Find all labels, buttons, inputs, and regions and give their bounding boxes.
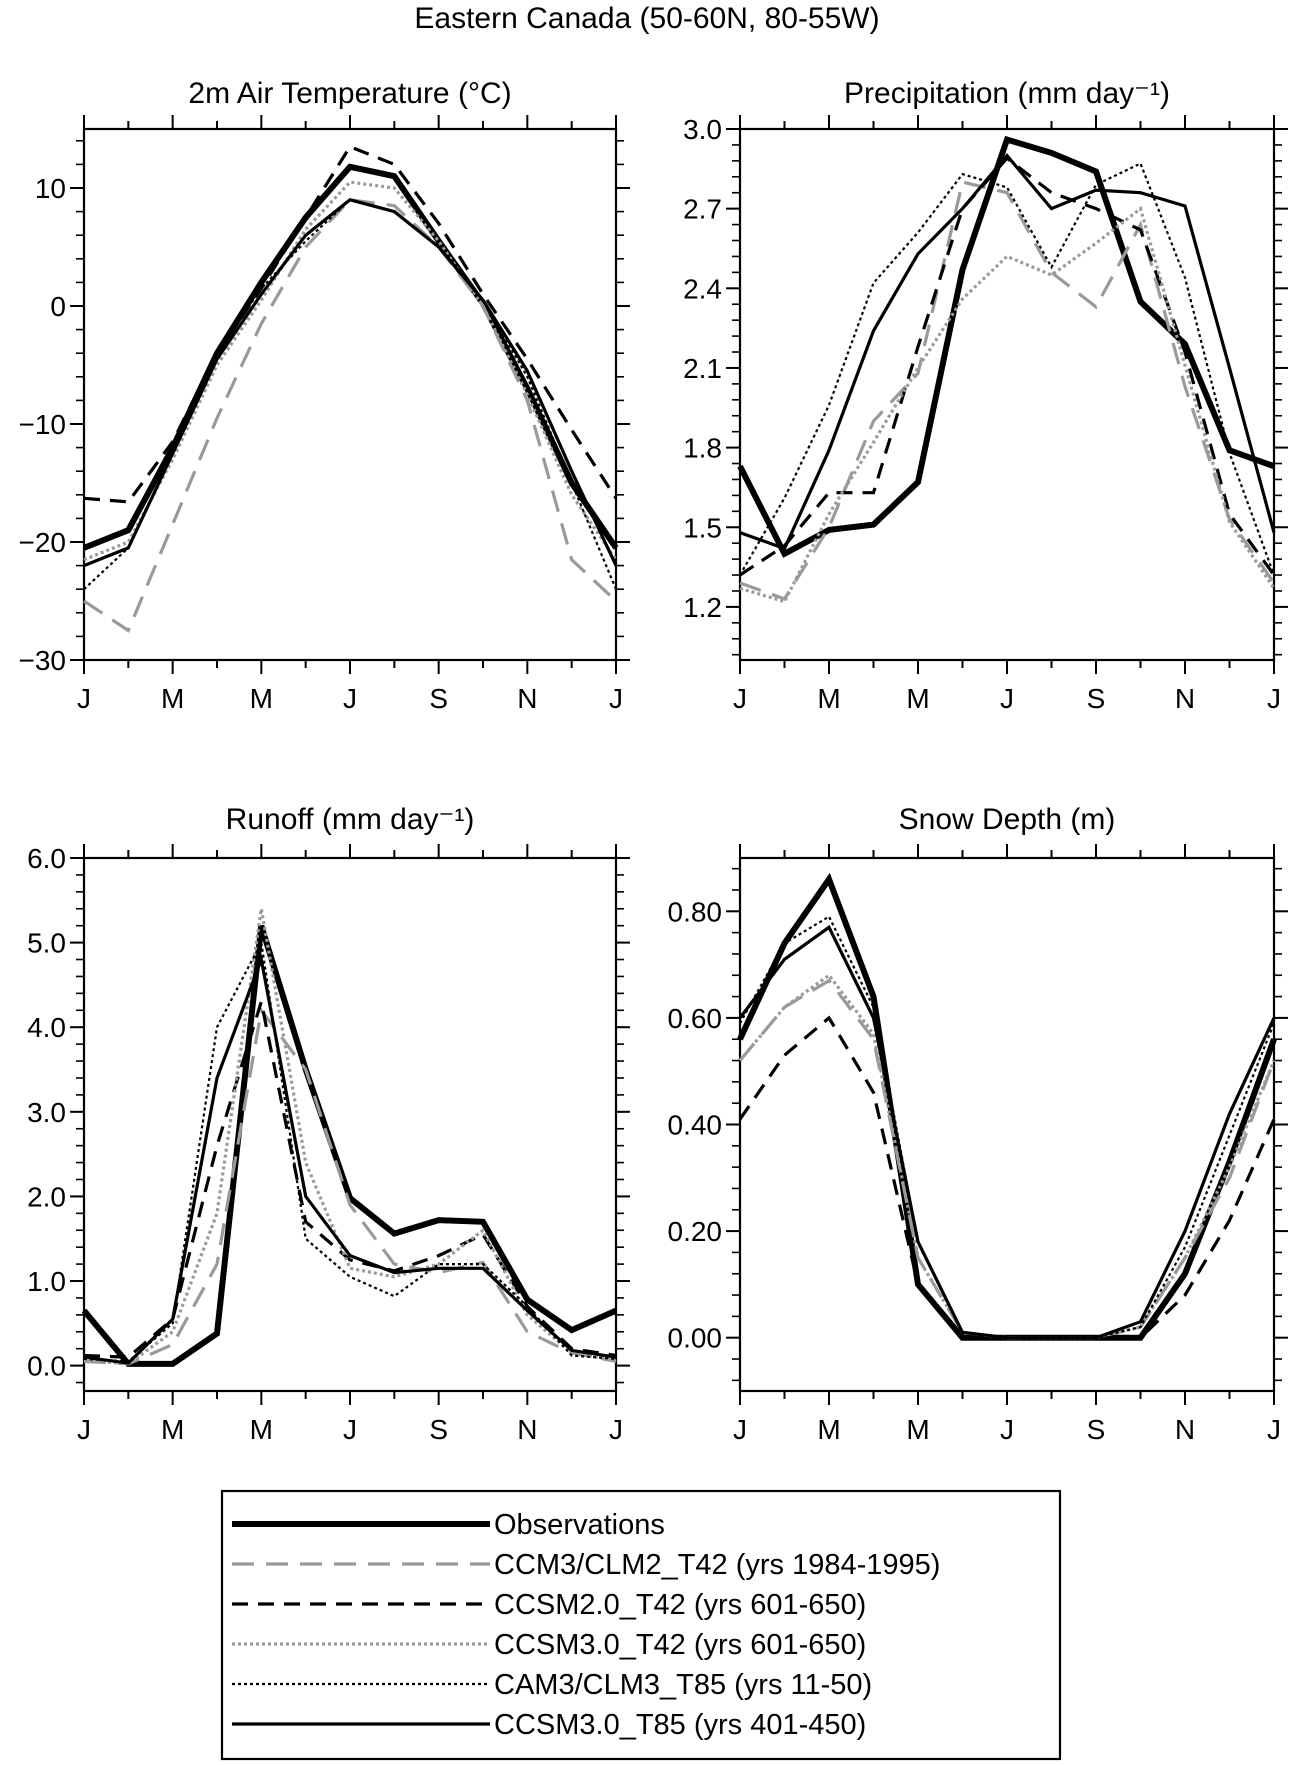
legend-label-ccm3: CCM3/CLM2_T42 (yrs 1984-1995) — [494, 1549, 940, 1581]
y-tick-label: 5.0 — [27, 928, 66, 959]
series-group — [737, 135, 1276, 604]
x-tick-label: J — [1267, 683, 1281, 714]
y-tick-label: 0.40 — [668, 1110, 723, 1141]
y-tick-label: 0.60 — [668, 1003, 723, 1034]
x-tick-label: N — [517, 1414, 537, 1445]
series-line-cam3 — [83, 939, 617, 1363]
y-tick-label: 6.0 — [27, 843, 66, 874]
x-tick-label: J — [77, 1414, 91, 1445]
y-tick-label: 4.0 — [27, 1012, 66, 1043]
panel-title: Runoff (mm day⁻¹) — [226, 803, 475, 836]
figure-suptitle: Eastern Canada (50-60N, 80-55W) — [414, 2, 879, 35]
series-group — [737, 872, 1277, 1341]
panel-title: Precipitation (mm day⁻¹) — [844, 77, 1170, 110]
y-tick-label: 2.0 — [27, 1181, 66, 1212]
y-tick-label: 0.0 — [27, 1351, 66, 1382]
x-tick-label: J — [733, 1414, 747, 1445]
x-tick-label: J — [1267, 1414, 1281, 1445]
x-tick-label: M — [250, 683, 273, 714]
series-line-ccsm3t42 — [739, 205, 1276, 604]
x-tick-label: M — [906, 683, 929, 714]
x-tick-label: J — [733, 683, 747, 714]
x-tick-label: N — [517, 683, 537, 714]
y-tick-label: 2.1 — [683, 353, 722, 384]
series-line-ccsm2 — [738, 1015, 1276, 1340]
y-tick-label: 3.0 — [683, 114, 722, 145]
plot-frame — [738, 856, 1276, 1393]
y-tick-label: 1.5 — [683, 512, 722, 543]
y-tick-label: 3.0 — [27, 1097, 66, 1128]
plot-frame — [82, 856, 618, 1393]
y-tick-label: −10 — [19, 409, 67, 440]
series-line-obs — [737, 135, 1276, 558]
series-line-ccsm3t85 — [83, 953, 617, 1365]
series-line-ccm3 — [739, 180, 1276, 601]
series-line-obs — [737, 872, 1277, 1341]
y-tick-label: 1.2 — [683, 592, 722, 623]
legend-label-cam3: CAM3/CLM3_T85 (yrs 11-50) — [494, 1669, 872, 1701]
y-tick-label: −20 — [19, 527, 67, 558]
x-tick-label: M — [817, 1414, 840, 1445]
x-tick-label: S — [429, 1414, 448, 1445]
x-tick-label: S — [1087, 683, 1106, 714]
series-line-ccm3 — [83, 198, 618, 633]
x-tick-label: M — [161, 683, 184, 714]
series-line-ccsm3t42 — [83, 180, 618, 562]
series-group — [81, 908, 618, 1367]
x-tick-label: S — [1087, 1414, 1106, 1445]
y-tick-label: 0.20 — [668, 1216, 723, 1247]
series-line-ccsm3t85 — [83, 198, 618, 568]
panels: 2m Air Temperature (°C) J M M J S N J −30 −20 −10 0… — [19, 77, 1288, 1445]
y-tick-label: 10 — [35, 173, 66, 204]
panel-2: Precipitation (mm day⁻¹) J M M J S N J 1.2 1.5 1.8… — [683, 77, 1288, 714]
series-line-obs — [81, 924, 618, 1367]
x-tick-label: J — [77, 683, 91, 714]
panel-title: 2m Air Temperature (°C) — [188, 77, 511, 110]
series-line-ccsm3t85 — [738, 924, 1276, 1340]
legend-label-ccsm3t85: CCSM3.0_T85 (yrs 401-450) — [494, 1709, 866, 1741]
panel-3: Runoff (mm day⁻¹) J M M J S N J 0.0 1.0 2.0 3.0 4.0 5… — [27, 803, 630, 1445]
series-line-ccm3 — [738, 978, 1276, 1340]
x-tick-label: M — [250, 1414, 273, 1445]
panel-title: Snow Depth (m) — [899, 803, 1116, 836]
panel-4: Snow Depth (m) J M M J S N J 0.00 0.20 0.40 0.60 0.8… — [668, 803, 1288, 1445]
legend-label-ccsm2: CCSM2.0_T42 (yrs 601-650) — [494, 1589, 866, 1621]
series-line-ccm3 — [83, 1006, 617, 1366]
series-line-ccsm3t85 — [739, 153, 1276, 551]
legend-label-obs: Observations — [494, 1509, 665, 1541]
x-tick-label: M — [906, 1414, 929, 1445]
legend-label-ccsm3t42: CCSM3.0_T42 (yrs 601-650) — [494, 1629, 866, 1661]
legend-box — [220, 1489, 1062, 1761]
panel-1: 2m Air Temperature (°C) J M M J S N J −30 −20 −10 0… — [19, 77, 630, 714]
x-tick-label: S — [429, 683, 448, 714]
y-tick-label: 0 — [50, 291, 66, 322]
x-tick-label: J — [343, 683, 357, 714]
x-tick-label: N — [1175, 683, 1195, 714]
series-line-ccsm2 — [739, 156, 1276, 577]
series-line-ccsm3t42 — [738, 973, 1276, 1340]
y-tick-label: 1.8 — [683, 433, 722, 464]
y-tick-label: −30 — [19, 645, 67, 676]
series-group — [82, 144, 619, 633]
x-tick-label: J — [1000, 1414, 1014, 1445]
series-line-obs — [82, 163, 619, 551]
x-tick-label: N — [1175, 1414, 1195, 1445]
series-line-ccsm3t42 — [83, 908, 617, 1366]
y-tick-label: 0.00 — [668, 1323, 723, 1354]
x-tick-label: J — [609, 1414, 623, 1445]
y-tick-label: 2.7 — [683, 194, 722, 225]
y-tick-label: 0.80 — [668, 896, 723, 927]
x-tick-label: J — [609, 683, 623, 714]
x-tick-label: J — [1000, 683, 1014, 714]
x-tick-label: J — [343, 1414, 357, 1445]
y-tick-label: 1.0 — [27, 1266, 66, 1297]
series-line-cam3 — [739, 161, 1276, 576]
y-tick-label: 2.4 — [683, 273, 722, 304]
series-line-ccsm2 — [83, 144, 618, 504]
legend: Observations CCM3/CLM2_T42 (yrs 1984-1995… — [220, 1489, 1062, 1761]
x-tick-label: M — [817, 683, 840, 714]
x-tick-label: M — [161, 1414, 184, 1445]
